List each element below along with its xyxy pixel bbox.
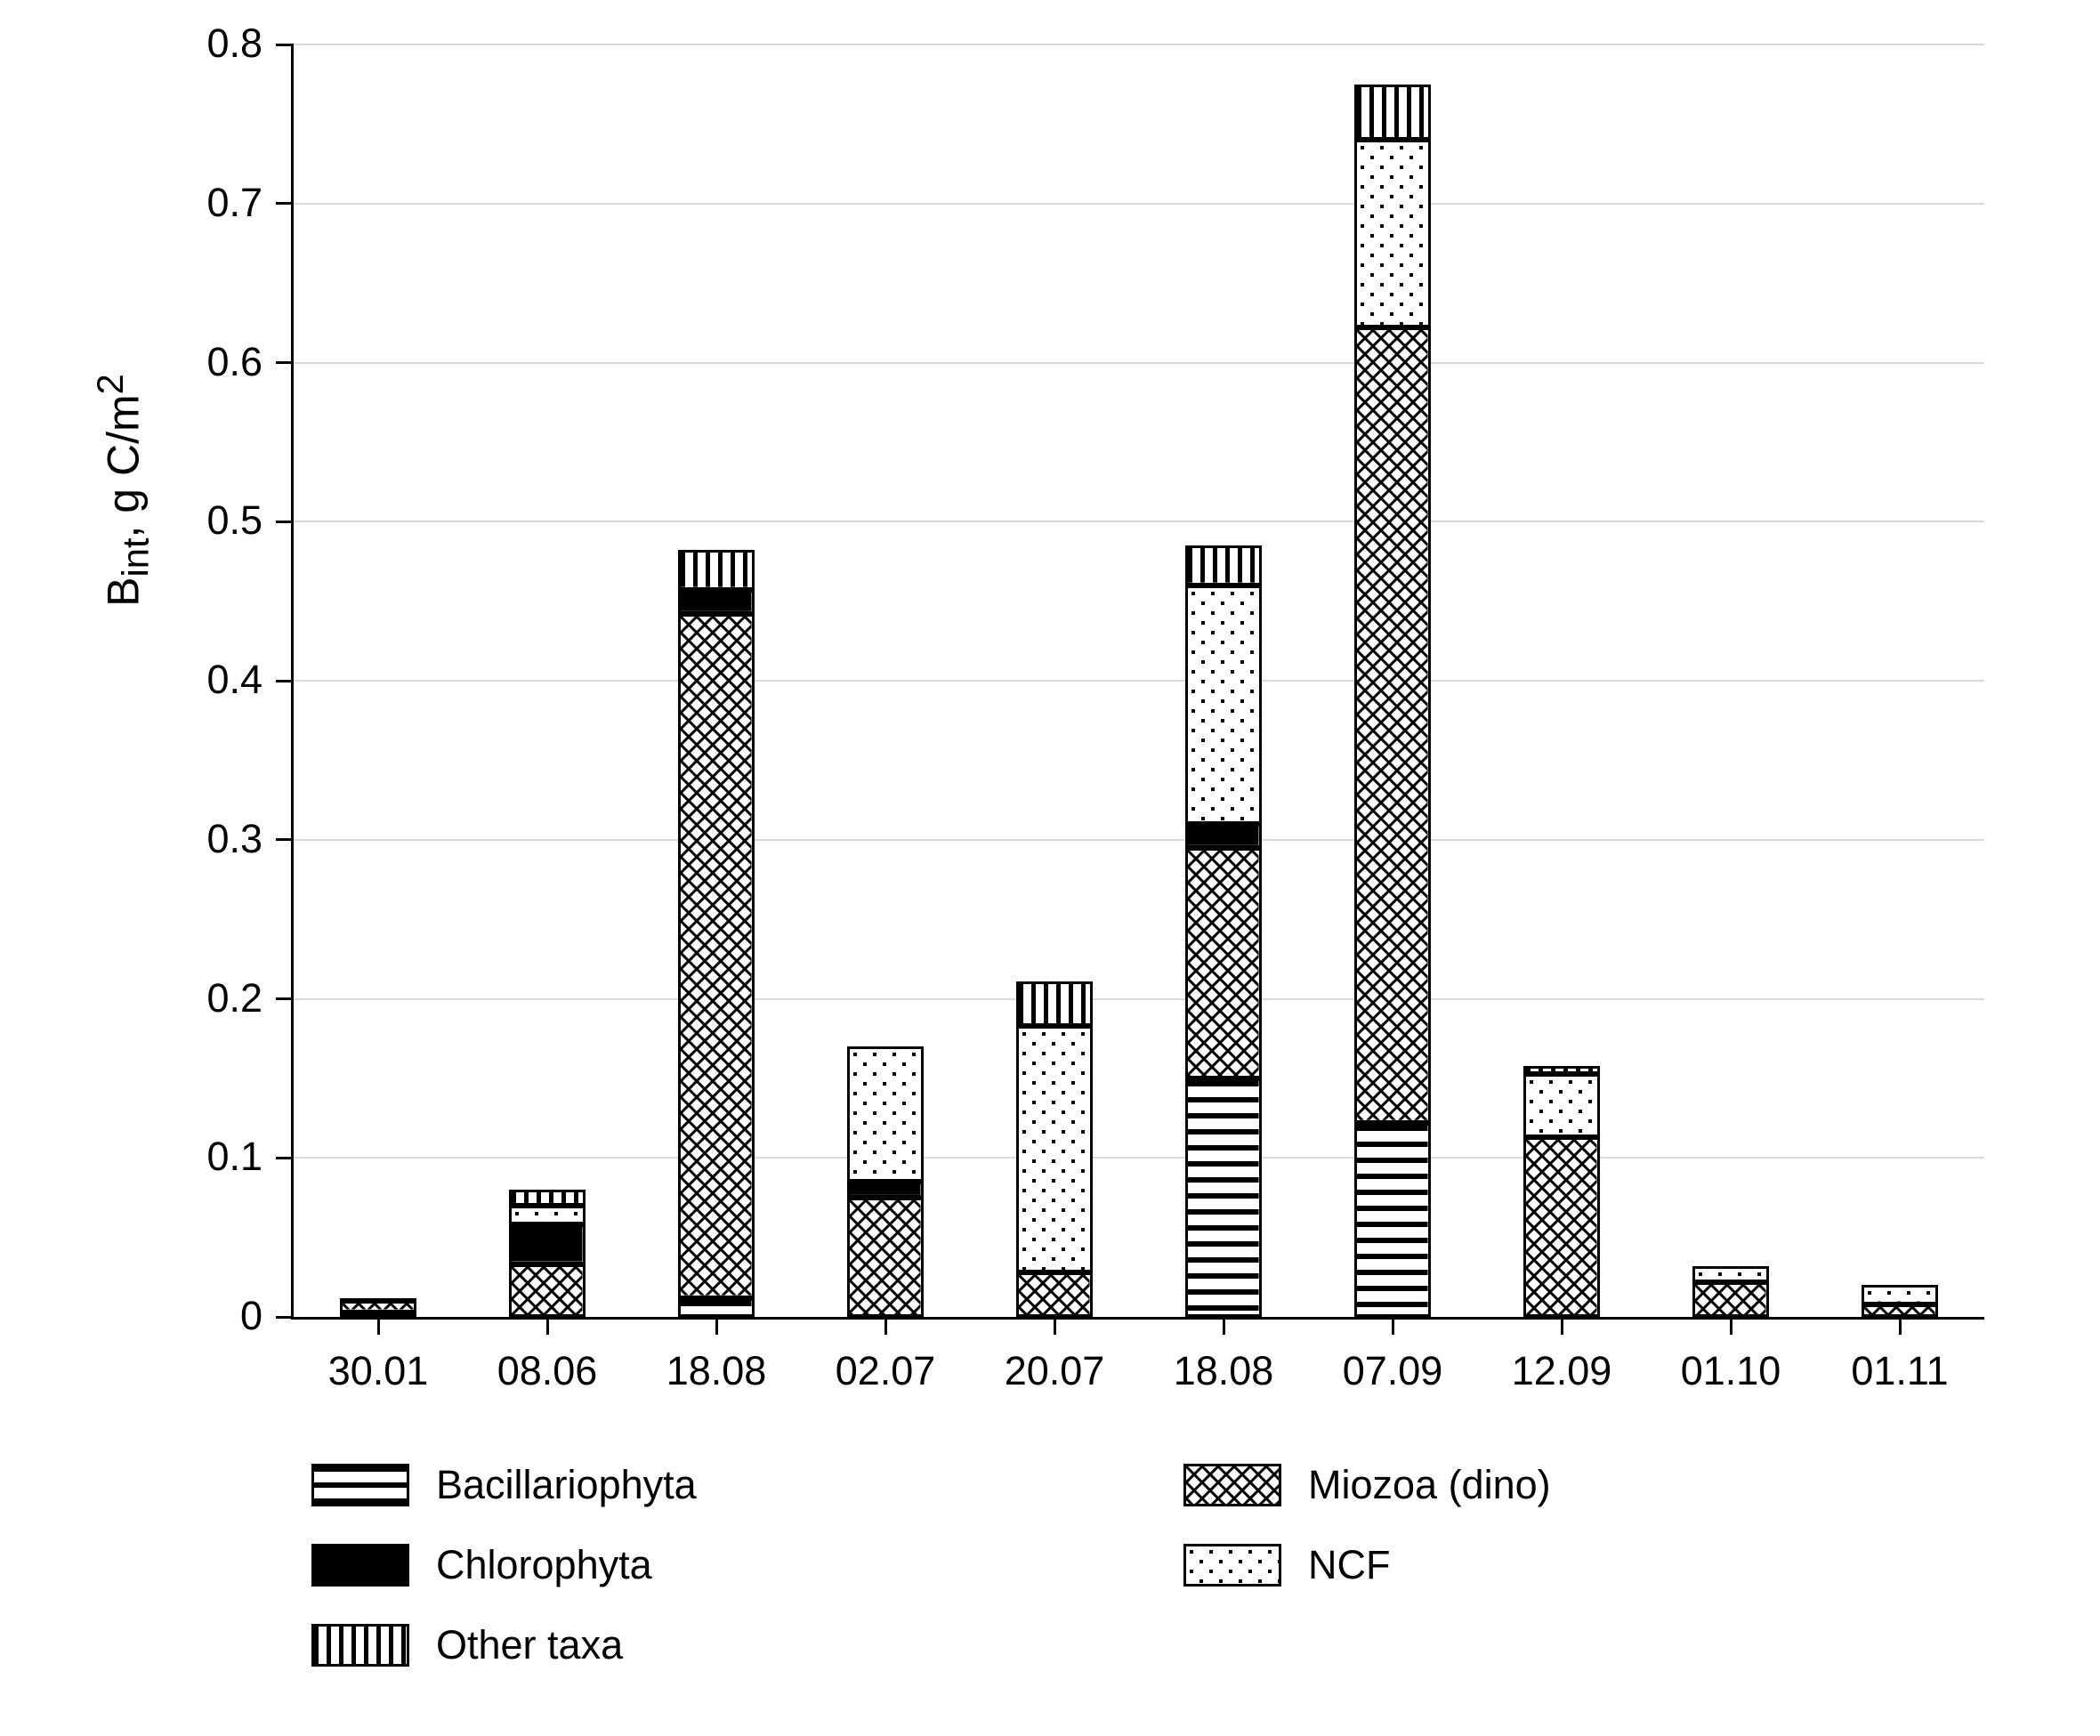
bar-segment <box>509 1206 586 1224</box>
legend-label: Chlorophyta <box>436 1542 652 1588</box>
x-tick <box>1392 1317 1394 1335</box>
grid-line <box>294 680 1984 682</box>
legend-swatch <box>311 1464 409 1506</box>
bar-segment <box>509 1190 586 1206</box>
x-tick <box>1223 1317 1225 1335</box>
bar-segment <box>678 550 755 590</box>
y-tick-label: 0.1 <box>206 1134 262 1180</box>
grid-line <box>294 362 1984 364</box>
grid-line <box>294 1157 1984 1159</box>
y-tick-label: 0.5 <box>206 497 262 544</box>
bar-segment <box>678 614 755 1298</box>
y-tick-label: 0 <box>240 1293 262 1339</box>
x-tick-label: 30.01 <box>294 1348 463 1394</box>
grid-line <box>294 521 1984 522</box>
bar-segment <box>1354 140 1431 327</box>
legend-swatch <box>311 1544 409 1587</box>
x-tick-label: 01.11 <box>1815 1348 1984 1394</box>
legend-item: Bacillariophyta <box>311 1459 697 1511</box>
y-tick-label: 0.2 <box>206 975 262 1021</box>
bar-segment <box>1692 1282 1769 1317</box>
bar-segment <box>678 590 755 614</box>
stacked-bar-chart: Bint, g C/m2 Bacillariophyta Chlorophyta O… <box>0 0 2100 1736</box>
bar-segment <box>1862 1304 1938 1317</box>
y-tick-label: 0.8 <box>206 20 262 67</box>
bar-segment <box>847 1046 924 1182</box>
grid-line <box>294 44 1984 45</box>
bar-segment <box>1016 1272 1093 1317</box>
bar-segment <box>509 1224 586 1264</box>
x-tick-label: 08.06 <box>463 1348 632 1394</box>
legend-swatch <box>311 1624 409 1667</box>
legend-item: Miozoa (dino) <box>1183 1459 1551 1511</box>
legend-label: Bacillariophyta <box>436 1462 697 1508</box>
bar-segment <box>509 1264 586 1317</box>
x-tick <box>1561 1317 1563 1335</box>
legend: Bacillariophyta Chlorophyta Other taxa Mioz… <box>294 1450 1984 1717</box>
y-tick-label: 0.4 <box>206 657 262 703</box>
x-tick <box>715 1317 718 1335</box>
grid-line <box>294 839 1984 841</box>
legend-item: NCF <box>1183 1539 1390 1591</box>
legend-item: Chlorophyta <box>311 1539 652 1591</box>
x-tick <box>546 1317 549 1335</box>
bar-segment <box>1862 1285 1938 1304</box>
bar-segment <box>1185 848 1262 1078</box>
bar-segment <box>1185 585 1262 824</box>
bar-segment <box>1016 981 1093 1026</box>
bar-segment <box>1523 1074 1600 1138</box>
legend-label: NCF <box>1308 1542 1390 1588</box>
bar-segment <box>847 1182 924 1198</box>
x-tick-label: 20.07 <box>970 1348 1139 1394</box>
x-tick <box>884 1317 887 1335</box>
y-axis-label: Bint, g C/m2 <box>89 109 158 872</box>
x-tick-label: 12.09 <box>1477 1348 1646 1394</box>
bar-segment <box>1016 1026 1093 1272</box>
bar-segment <box>847 1198 924 1317</box>
legend-label: Other taxa <box>436 1622 623 1668</box>
plot-area <box>294 44 1984 1317</box>
y-axis-line <box>291 44 294 1320</box>
bar-segment <box>1523 1066 1600 1074</box>
bar-segment <box>1692 1266 1769 1282</box>
x-tick <box>1730 1317 1732 1335</box>
x-tick-label: 18.08 <box>632 1348 801 1394</box>
grid-line <box>294 998 1984 1000</box>
legend-swatch <box>1183 1464 1281 1506</box>
bar-segment <box>1185 824 1262 848</box>
bar-segment <box>678 1298 755 1317</box>
legend-item: Other taxa <box>311 1619 623 1671</box>
bar-segment <box>1354 85 1431 141</box>
bar-segment <box>1354 1123 1431 1317</box>
legend-label: Miozoa (dino) <box>1308 1462 1551 1508</box>
x-tick <box>1899 1317 1902 1335</box>
y-tick-label: 0.7 <box>206 180 262 226</box>
x-tick <box>377 1317 380 1335</box>
bar-segment <box>1354 327 1431 1123</box>
x-tick-label: 07.09 <box>1308 1348 1477 1394</box>
y-tick-label: 0.3 <box>206 816 262 862</box>
x-tick <box>1054 1317 1056 1335</box>
bar-segment <box>1185 1078 1262 1317</box>
bar-segment <box>1523 1137 1600 1317</box>
x-tick-label: 18.08 <box>1139 1348 1308 1394</box>
x-tick-label: 02.07 <box>801 1348 970 1394</box>
bar-segment <box>1185 545 1262 585</box>
x-tick-label: 01.10 <box>1646 1348 1815 1394</box>
bar-segment <box>340 1298 416 1304</box>
legend-swatch <box>1183 1544 1281 1587</box>
y-tick-label: 0.6 <box>206 339 262 385</box>
grid-line <box>294 203 1984 205</box>
